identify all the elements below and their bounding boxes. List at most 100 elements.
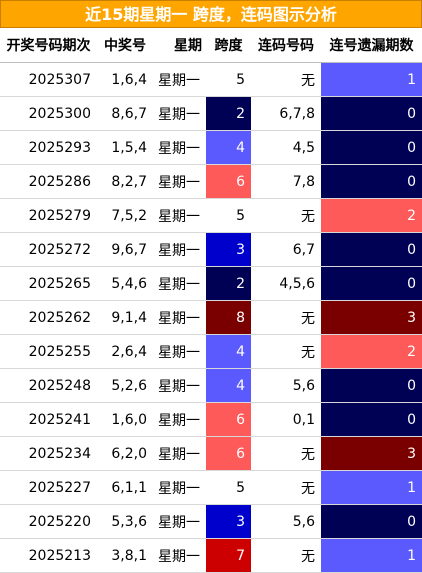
span-cell: 3 [206, 232, 251, 267]
missing-cell: 0 [321, 368, 422, 403]
table-row: 2025293 1,5,4 星期一 4 4,5 0 [0, 130, 422, 165]
weekday-cell: 星期一 [153, 198, 206, 233]
table-row: 2025272 9,6,7 星期一 3 6,7 0 [0, 232, 422, 267]
period-cell: 2025272 [0, 232, 97, 267]
missing-cell: 0 [321, 266, 422, 301]
period-cell: 2025213 [0, 538, 97, 573]
period-cell: 2025265 [0, 266, 97, 301]
period-cell: 2025248 [0, 368, 97, 403]
consecutive-cell: 4,5,6 [251, 266, 321, 301]
header-span: 跨度 [206, 28, 251, 63]
analysis-table: 开奖号码期次 中奖号 星期 跨度 连码号码 连号遗漏期数 2025307 1,6,… [0, 28, 422, 573]
span-cell: 6 [206, 402, 251, 437]
numbers-cell: 1,6,0 [97, 402, 153, 437]
consecutive-cell: 5,6 [251, 368, 321, 403]
period-cell: 2025293 [0, 130, 97, 165]
period-cell: 2025220 [0, 504, 97, 539]
table-row: 2025279 7,5,2 星期一 5 无 2 [0, 198, 422, 233]
consecutive-cell: 无 [251, 334, 321, 369]
consecutive-cell: 无 [251, 62, 321, 97]
weekday-cell: 星期一 [153, 300, 206, 335]
period-cell: 2025241 [0, 402, 97, 437]
missing-cell: 3 [321, 300, 422, 335]
numbers-cell: 6,1,1 [97, 470, 153, 505]
numbers-cell: 3,8,1 [97, 538, 153, 573]
page-title: 近15期星期一 跨度，连码图示分析 [0, 0, 422, 28]
span-cell: 5 [206, 470, 251, 505]
table-row: 2025300 8,6,7 星期一 2 6,7,8 0 [0, 96, 422, 131]
weekday-cell: 星期一 [153, 504, 206, 539]
table-row: 2025234 6,2,0 星期一 6 无 3 [0, 436, 422, 471]
header-consecutive: 连码号码 [251, 28, 321, 63]
span-cell: 4 [206, 334, 251, 369]
period-cell: 2025279 [0, 198, 97, 233]
weekday-cell: 星期一 [153, 62, 206, 97]
numbers-cell: 6,2,0 [97, 436, 153, 471]
weekday-cell: 星期一 [153, 232, 206, 267]
table-row: 2025286 8,2,7 星期一 6 7,8 0 [0, 164, 422, 199]
missing-cell: 3 [321, 436, 422, 471]
numbers-cell: 9,1,4 [97, 300, 153, 335]
table-row: 2025241 1,6,0 星期一 6 0,1 0 [0, 402, 422, 437]
missing-cell: 0 [321, 130, 422, 165]
numbers-cell: 1,6,4 [97, 62, 153, 97]
numbers-cell: 5,2,6 [97, 368, 153, 403]
weekday-cell: 星期一 [153, 368, 206, 403]
table-row: 2025262 9,1,4 星期一 8 无 3 [0, 300, 422, 335]
span-cell: 5 [206, 198, 251, 233]
consecutive-cell: 无 [251, 470, 321, 505]
table-row: 2025227 6,1,1 星期一 5 无 1 [0, 470, 422, 505]
consecutive-cell: 4,5 [251, 130, 321, 165]
period-cell: 2025227 [0, 470, 97, 505]
span-cell: 2 [206, 266, 251, 301]
table-row: 2025220 5,3,6 星期一 3 5,6 0 [0, 504, 422, 539]
numbers-cell: 1,5,4 [97, 130, 153, 165]
consecutive-cell: 6,7 [251, 232, 321, 267]
numbers-cell: 8,6,7 [97, 96, 153, 131]
span-cell: 5 [206, 62, 251, 97]
consecutive-cell: 无 [251, 198, 321, 233]
header-missing: 连号遗漏期数 [321, 28, 422, 63]
numbers-cell: 2,6,4 [97, 334, 153, 369]
weekday-cell: 星期一 [153, 130, 206, 165]
missing-cell: 2 [321, 334, 422, 369]
weekday-cell: 星期一 [153, 402, 206, 437]
header-row: 开奖号码期次 中奖号 星期 跨度 连码号码 连号遗漏期数 [0, 28, 422, 63]
weekday-cell: 星期一 [153, 266, 206, 301]
header-weekday: 星期 [153, 28, 206, 63]
weekday-cell: 星期一 [153, 470, 206, 505]
weekday-cell: 星期一 [153, 164, 206, 199]
missing-cell: 1 [321, 538, 422, 573]
table-row: 2025255 2,6,4 星期一 4 无 2 [0, 334, 422, 369]
missing-cell: 2 [321, 198, 422, 233]
period-cell: 2025300 [0, 96, 97, 131]
period-cell: 2025234 [0, 436, 97, 471]
consecutive-cell: 无 [251, 436, 321, 471]
period-cell: 2025286 [0, 164, 97, 199]
period-cell: 2025255 [0, 334, 97, 369]
consecutive-cell: 5,6 [251, 504, 321, 539]
consecutive-cell: 无 [251, 538, 321, 573]
header-numbers: 中奖号 [97, 28, 153, 63]
missing-cell: 0 [321, 164, 422, 199]
table-row: 2025248 5,2,6 星期一 4 5,6 0 [0, 368, 422, 403]
consecutive-cell: 0,1 [251, 402, 321, 437]
span-cell: 6 [206, 436, 251, 471]
span-cell: 7 [206, 538, 251, 573]
span-cell: 2 [206, 96, 251, 131]
missing-cell: 0 [321, 232, 422, 267]
numbers-cell: 9,6,7 [97, 232, 153, 267]
weekday-cell: 星期一 [153, 334, 206, 369]
period-cell: 2025307 [0, 62, 97, 97]
span-cell: 8 [206, 300, 251, 335]
period-cell: 2025262 [0, 300, 97, 335]
weekday-cell: 星期一 [153, 436, 206, 471]
span-cell: 4 [206, 368, 251, 403]
consecutive-cell: 无 [251, 300, 321, 335]
missing-cell: 1 [321, 62, 422, 97]
numbers-cell: 7,5,2 [97, 198, 153, 233]
table-row: 2025213 3,8,1 星期一 7 无 1 [0, 538, 422, 573]
span-cell: 3 [206, 504, 251, 539]
missing-cell: 0 [321, 504, 422, 539]
weekday-cell: 星期一 [153, 96, 206, 131]
